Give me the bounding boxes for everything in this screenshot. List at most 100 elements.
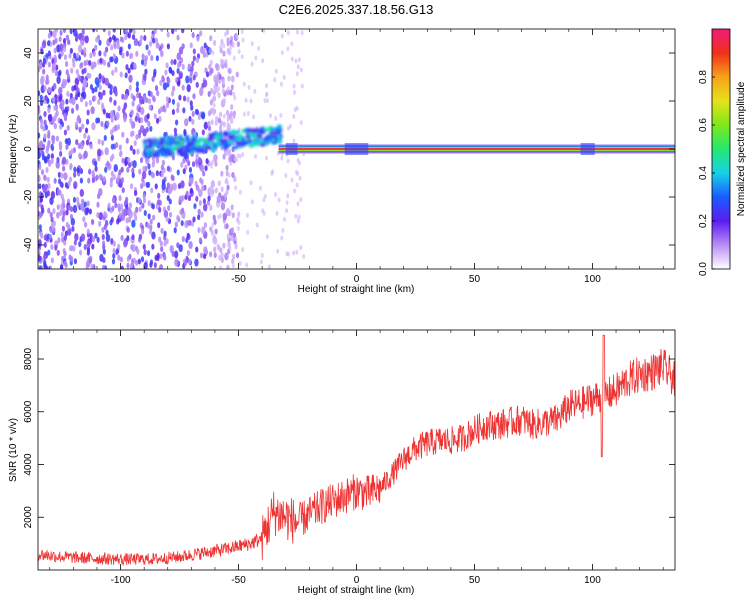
faint-speckle: [280, 235, 284, 241]
faint-speckle: [254, 153, 258, 159]
faint-speckle: [284, 173, 288, 179]
onset-blob: [205, 145, 211, 150]
faint-speckle: [250, 61, 254, 67]
faint-speckle: [249, 180, 253, 186]
noise-speckle: [214, 187, 219, 194]
noise-speckle: [192, 55, 196, 62]
noise-speckle: [134, 215, 138, 222]
noise-speckle: [166, 31, 170, 38]
noise-speckle: [102, 89, 106, 96]
faint-speckle: [274, 192, 278, 198]
noise-speckle: [43, 133, 47, 140]
noise-speckle: [231, 172, 235, 179]
signal-onset-blobs: [142, 124, 283, 158]
noise-speckle: [185, 75, 190, 84]
noise-speckle: [188, 166, 193, 173]
onset-blob: [199, 148, 205, 154]
onset-blob: [212, 144, 218, 149]
noise-speckle: [131, 172, 135, 179]
noise-speckle: [42, 174, 47, 181]
noise-speckle: [222, 242, 226, 249]
noise-speckle: [65, 143, 69, 150]
noise-speckle: [84, 101, 88, 108]
noise-speckle: [210, 180, 216, 189]
noise-speckle: [236, 41, 240, 48]
noise-speckle: [147, 49, 151, 56]
noise-speckle: [48, 233, 53, 240]
faint-speckle: [242, 81, 246, 87]
onset-blob: [228, 135, 235, 141]
noise-speckle: [96, 117, 101, 124]
noise-speckle: [117, 105, 121, 112]
onset-blob: [153, 153, 160, 158]
faint-speckle: [285, 200, 289, 206]
noise-speckle: [161, 179, 166, 186]
noise-speckle: [88, 168, 92, 175]
faint-speckle: [295, 182, 299, 188]
noise-speckle: [102, 244, 106, 251]
onset-blob: [147, 150, 153, 156]
noise-speckle: [205, 158, 209, 165]
noise-speckle: [153, 29, 157, 35]
noise-speckle: [52, 82, 57, 89]
onset-blob: [159, 146, 165, 152]
noise-speckle: [213, 218, 217, 225]
noise-speckle: [180, 207, 185, 214]
colorbar-tick-label: 0.8: [698, 70, 709, 84]
noise-speckle: [75, 196, 80, 203]
noise-speckle: [115, 249, 119, 256]
noise-speckle: [173, 127, 178, 134]
noise-speckle: [49, 227, 53, 234]
noise-speckle: [106, 120, 110, 127]
noise-speckle: [198, 237, 203, 244]
noise-speckle: [89, 52, 93, 59]
noise-speckle: [116, 218, 120, 225]
onset-blob: [146, 138, 153, 143]
noise-speckle: [83, 67, 87, 74]
faint-speckle: [260, 252, 264, 258]
noise-speckle: [107, 30, 111, 37]
noise-speckle: [134, 190, 138, 197]
noise-speckle: [47, 61, 51, 68]
noise-speckle: [97, 91, 102, 98]
noise-speckle: [113, 99, 117, 106]
noise-speckle: [38, 107, 41, 114]
faint-speckle: [300, 83, 304, 89]
noise-speckle: [119, 71, 123, 78]
noise-speckle: [41, 207, 45, 214]
noise-speckle: [163, 131, 167, 138]
onset-blob: [270, 127, 276, 132]
noise-speckle: [86, 200, 90, 207]
noise-speckle: [140, 59, 145, 66]
noise-speckle: [53, 47, 57, 54]
noise-speckle: [130, 244, 134, 251]
noise-speckle: [225, 223, 229, 230]
noise-speckle: [83, 51, 87, 58]
noise-speckle: [83, 132, 87, 139]
faint-speckle: [264, 155, 268, 161]
noise-speckle: [137, 258, 141, 265]
noise-speckle: [177, 183, 181, 190]
faint-speckle: [263, 97, 267, 103]
noise-speckle: [131, 167, 135, 174]
noise-speckle: [130, 109, 134, 116]
noise-speckle: [59, 264, 64, 269]
noise-speckle: [47, 107, 51, 114]
noise-speckle: [47, 160, 52, 167]
noise-speckle: [98, 188, 103, 197]
noise-speckle: [44, 94, 48, 101]
noise-speckle: [203, 221, 208, 228]
noise-speckle: [121, 157, 125, 164]
noise-speckle: [145, 126, 149, 133]
noise-speckle: [212, 89, 216, 96]
noise-speckle: [125, 217, 129, 224]
onset-blob: [260, 142, 266, 147]
noise-speckle: [210, 88, 214, 95]
noise-speckle: [50, 153, 54, 160]
noise-speckle: [111, 258, 116, 265]
onset-blob: [252, 138, 259, 144]
noise-speckle: [42, 254, 47, 261]
noise-speckle: [220, 170, 224, 177]
noise-speckle: [138, 168, 142, 175]
noise-speckle: [38, 255, 42, 262]
